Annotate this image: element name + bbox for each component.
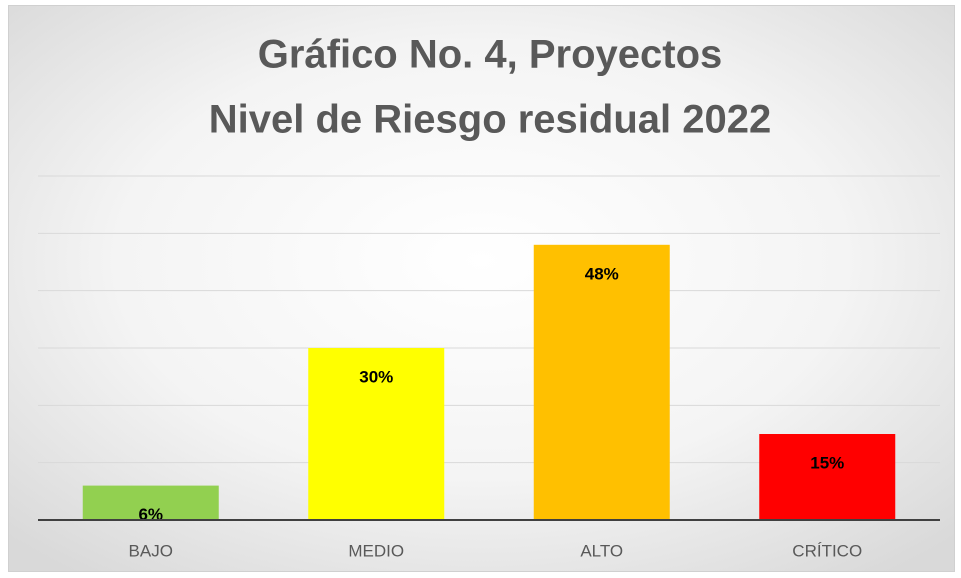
data-label: 6% xyxy=(138,505,163,524)
bar xyxy=(533,244,670,521)
x-tick-label: ALTO xyxy=(580,541,623,560)
x-tick-label: BAJO xyxy=(129,541,173,560)
x-tick-label: CRÍTICO xyxy=(792,541,862,560)
chart-title: Nivel de Riesgo residual 2022 xyxy=(209,98,771,142)
chart-title: Gráfico No. 4, Proyectos xyxy=(258,33,723,77)
bar xyxy=(308,348,445,520)
x-tick-label: MEDIO xyxy=(348,541,404,560)
bar xyxy=(759,434,896,520)
data-label: 30% xyxy=(359,367,393,386)
bar xyxy=(82,485,219,520)
data-label: 15% xyxy=(810,453,844,472)
data-label: 48% xyxy=(585,264,619,283)
